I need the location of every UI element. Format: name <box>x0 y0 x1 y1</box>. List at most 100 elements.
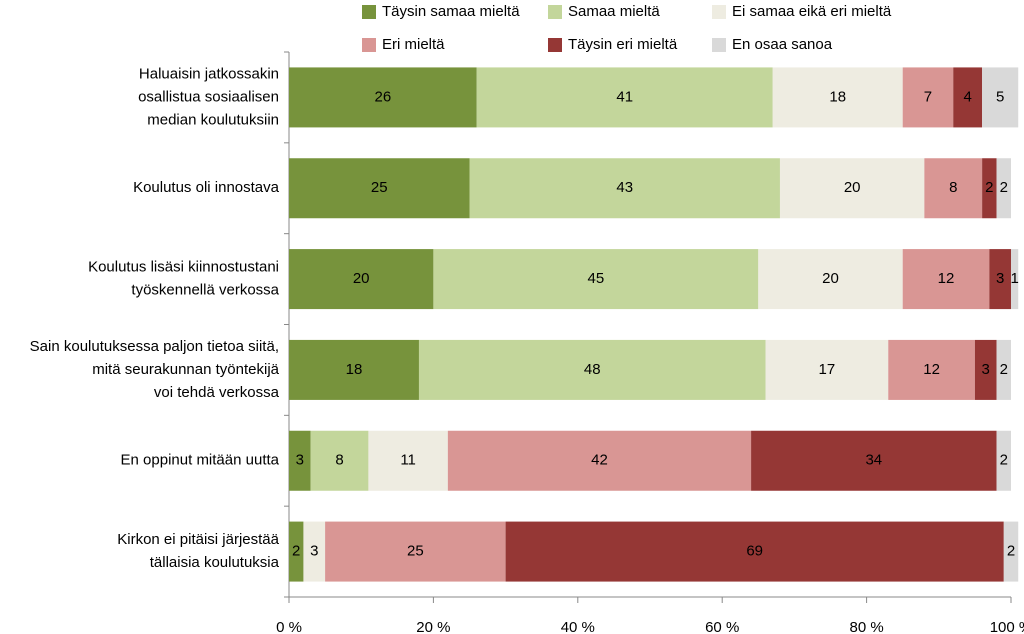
y-tick-label: median koulutuksiin <box>147 111 279 128</box>
legend-swatch <box>712 38 726 52</box>
bar-segment <box>953 67 983 128</box>
legend-swatch <box>548 5 562 19</box>
data-label: 11 <box>400 452 416 469</box>
bar-segment <box>974 339 997 400</box>
x-tick-label: 80 % <box>849 619 883 634</box>
data-label: 7 <box>924 88 932 105</box>
data-label: 12 <box>923 361 940 378</box>
data-label: 18 <box>829 88 846 105</box>
bar-segment <box>368 430 448 491</box>
y-tick-label: Haluaisin jatkossakin <box>139 65 279 82</box>
data-label: 2 <box>1000 361 1008 378</box>
data-label: 25 <box>371 179 388 196</box>
y-tick-label: työskennellä verkossa <box>131 282 279 299</box>
bar-segment <box>996 430 1011 491</box>
x-tick-label: 20 % <box>416 619 450 634</box>
data-label: 2 <box>1007 543 1015 560</box>
bar-segment <box>902 249 990 310</box>
bar-segment <box>289 249 434 310</box>
y-tick-label: tällaisia koulutuksia <box>150 554 280 571</box>
data-label: 42 <box>591 452 608 469</box>
bar-segment <box>902 67 954 128</box>
legend-swatch <box>362 38 376 52</box>
x-tick-label: 40 % <box>561 619 595 634</box>
bar-segment <box>765 339 889 400</box>
data-label: 26 <box>375 88 392 105</box>
bar-segment <box>476 67 773 128</box>
bar-segment <box>505 521 1004 582</box>
bar-segment <box>325 521 506 582</box>
bar-segment <box>310 430 369 491</box>
y-tick-label: Kirkon ei pitäisi järjestää <box>117 531 279 548</box>
y-tick-label: Sain koulutuksessa paljon tietoa siitä, <box>30 338 279 355</box>
y-tick-label: mitä seurakunnan työntekijä <box>92 361 279 378</box>
data-label: 2 <box>1000 179 1008 196</box>
bar-segment <box>447 430 752 491</box>
data-label: 69 <box>746 543 763 560</box>
x-tick-label: 60 % <box>705 619 739 634</box>
bar-segment <box>418 339 766 400</box>
bar-segment <box>758 249 903 310</box>
data-label: 1 <box>1010 270 1018 287</box>
data-label: 25 <box>407 543 424 560</box>
y-tick-label: Koulutus oli innostava <box>133 179 280 196</box>
legend-swatch <box>712 5 726 19</box>
data-label: 3 <box>982 361 990 378</box>
legend-label: Ei samaa eikä eri mieltä <box>732 3 892 20</box>
bar-segment <box>289 339 419 400</box>
data-label: 20 <box>353 270 370 287</box>
data-label: 20 <box>822 270 839 287</box>
legend-label: Eri mieltä <box>382 36 445 53</box>
y-tick-label: Koulutus lisäsi kiinnostustani <box>88 259 279 276</box>
bar-segment <box>989 249 1011 310</box>
data-label: 4 <box>964 88 972 105</box>
data-label: 2 <box>292 543 300 560</box>
data-label: 5 <box>996 88 1004 105</box>
bar-segment <box>433 249 759 310</box>
legend-swatch <box>548 38 562 52</box>
y-tick-label: En oppinut mitään uutta <box>121 452 280 469</box>
bar-segment <box>751 430 997 491</box>
data-label: 45 <box>588 270 605 287</box>
legend-label: Samaa mieltä <box>568 3 660 20</box>
data-label: 3 <box>296 452 304 469</box>
x-tick-label: 0 % <box>276 619 302 634</box>
bar-segment <box>1011 249 1019 310</box>
legend-label: En osaa sanoa <box>732 36 833 53</box>
bar-segment <box>924 158 983 219</box>
bar-segment <box>289 521 304 582</box>
data-label: 17 <box>819 361 836 378</box>
y-tick-label: osallistua sosiaalisen <box>138 88 279 105</box>
data-label: 3 <box>996 270 1004 287</box>
data-label: 8 <box>949 179 957 196</box>
bar-segment <box>289 158 470 219</box>
bar-segment <box>289 430 311 491</box>
bar-segment <box>996 158 1011 219</box>
bar-segment <box>982 158 997 219</box>
y-tick-label: voi tehdä verkossa <box>154 384 280 401</box>
data-label: 48 <box>584 361 601 378</box>
bar-segment <box>772 67 903 128</box>
data-label: 20 <box>844 179 861 196</box>
legend-swatch <box>362 5 376 19</box>
data-label: 12 <box>938 270 955 287</box>
data-label: 34 <box>865 452 882 469</box>
bar-segment <box>289 67 477 128</box>
data-label: 2 <box>1000 452 1008 469</box>
bar-segment <box>996 339 1011 400</box>
data-label: 43 <box>616 179 633 196</box>
data-label: 18 <box>346 361 363 378</box>
bar-segment <box>469 158 780 219</box>
legend-label: Täysin eri mieltä <box>568 36 678 53</box>
data-label: 2 <box>985 179 993 196</box>
data-label: 3 <box>310 543 318 560</box>
bar-segment <box>888 339 975 400</box>
bar-segment <box>982 67 1019 128</box>
data-label: 41 <box>616 88 633 105</box>
bar-segment <box>1003 521 1019 582</box>
bar-segment <box>779 158 925 219</box>
bar-segment <box>303 521 326 582</box>
x-tick-label: 100 % <box>990 619 1024 634</box>
legend-label: Täysin samaa mieltä <box>382 3 520 20</box>
